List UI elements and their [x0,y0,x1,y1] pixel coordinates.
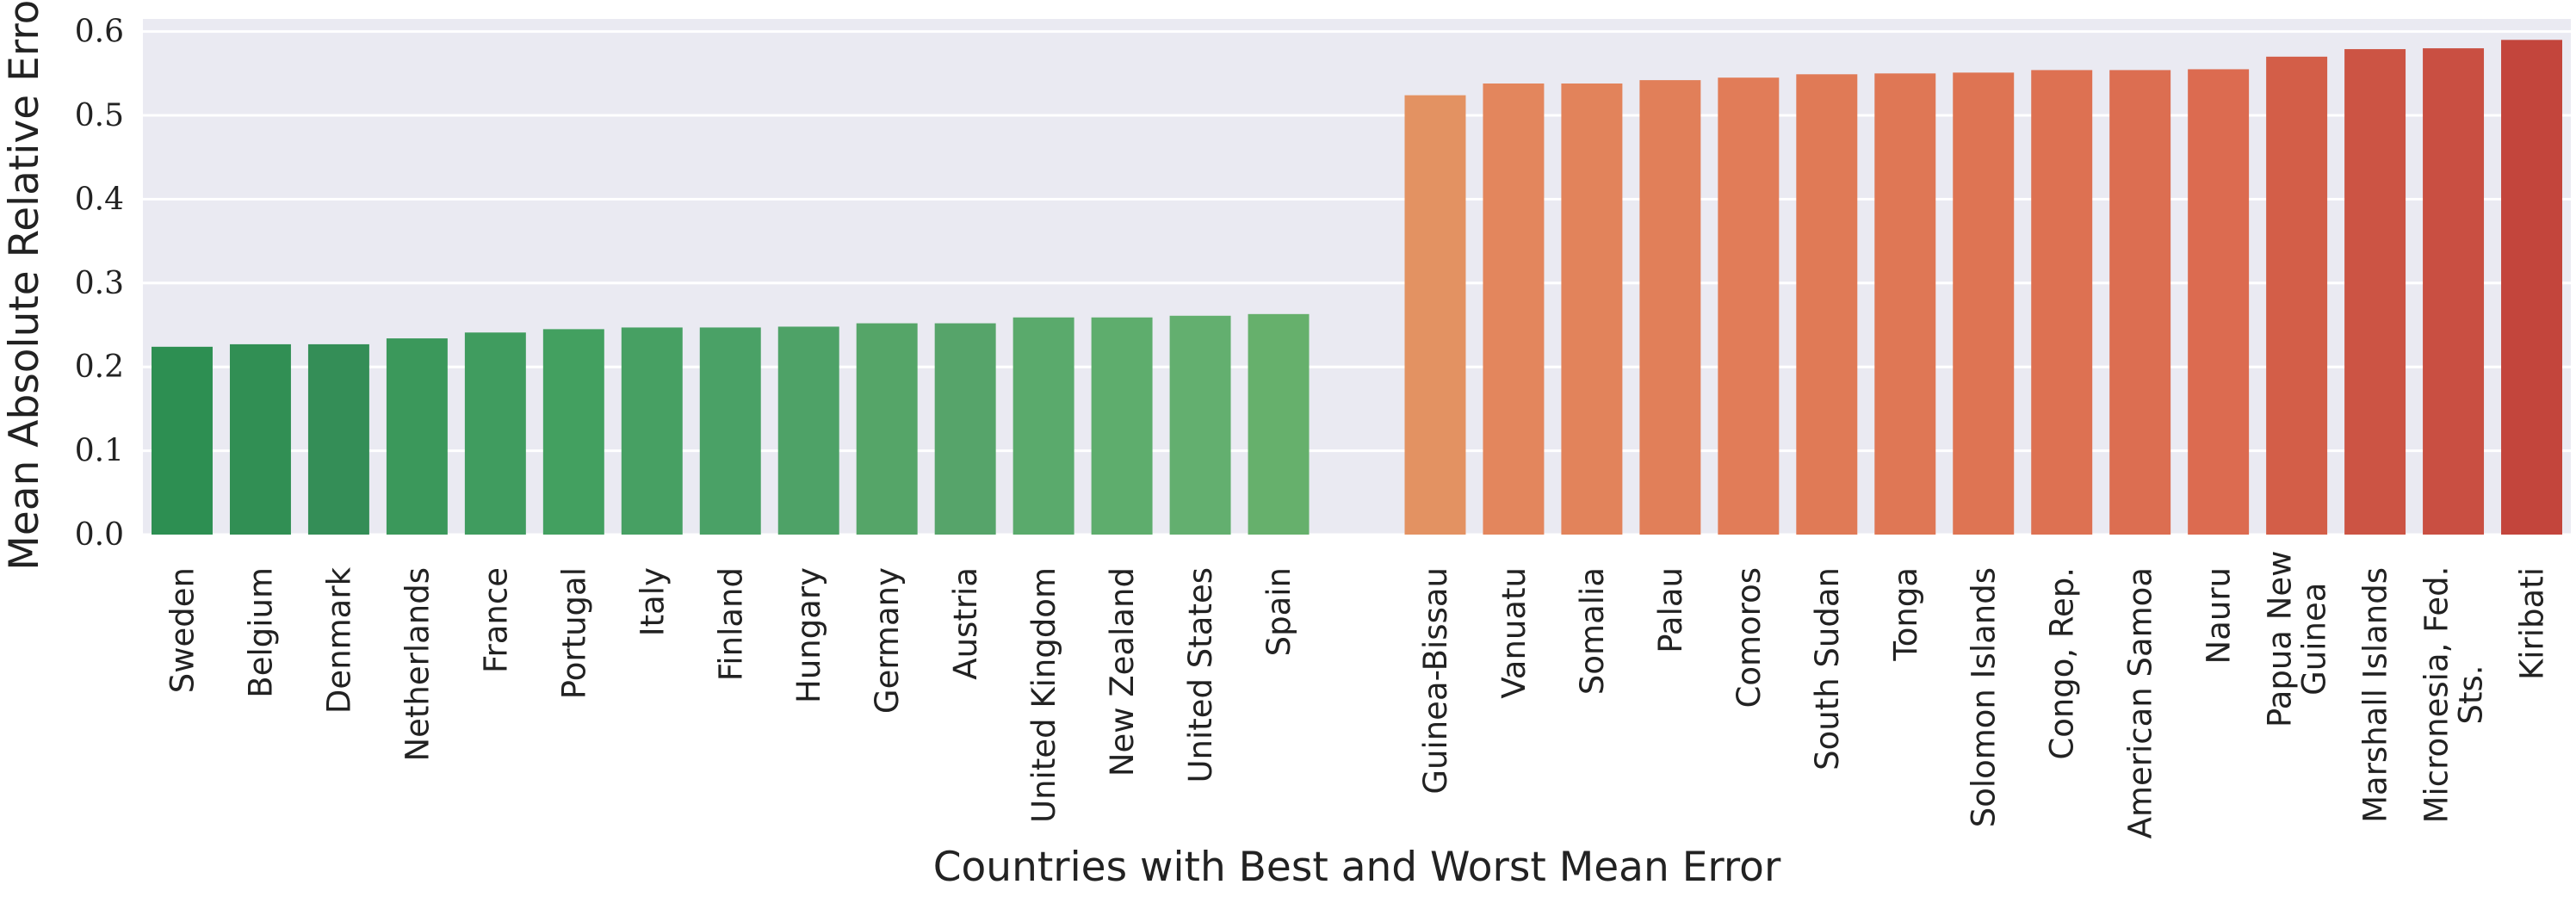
bar [2423,48,2485,535]
x-tick-label: Comoros [1731,567,1768,708]
x-tick-label: Somalia [1574,567,1611,695]
y-tick-label: 0.6 [75,15,124,50]
x-tick-label: Kiribati [2514,567,2551,680]
x-tick-label: Marshall Islands [2357,567,2394,823]
bar [1012,317,1074,535]
bar [2501,40,2562,535]
bar [1169,315,1231,535]
x-tick-label: Micronesia, Fed.Sts. [2418,566,2490,824]
bar [386,338,448,535]
x-tick-label: Hungary [790,567,827,703]
y-tick-label: 0.1 [75,434,124,469]
bar [152,346,213,535]
x-tick-label: Tonga [1887,567,1924,662]
x-tick-label: New Zealand [1104,567,1141,776]
bar [2031,70,2093,535]
bar [1953,72,2015,535]
bar [856,323,918,535]
bar [2109,70,2171,535]
x-tick-label: Spain [1260,567,1297,656]
bar [777,326,839,535]
x-tick-label: Denmark [320,566,357,714]
y-tick-label: 0.0 [75,517,124,553]
bars [152,40,2562,535]
bar [2188,69,2250,535]
x-axis-label: Countries with Best and Worst Mean Error [933,844,1781,891]
y-tick-label: 0.2 [75,350,124,385]
bar [229,343,291,535]
bar [542,329,604,535]
y-tick-label: 0.5 [75,98,124,133]
bar [1718,77,1780,535]
x-tick-label: United States [1182,567,1219,783]
x-tick-label: American Samoa [2122,567,2159,838]
x-tick-label: Vanuatu [1495,567,1533,699]
y-axis-label: Mean Absolute Relative Error [1,0,48,571]
x-tick-label: Palau [1652,567,1689,653]
x-tick-label: South Sudan [1809,567,1846,770]
x-tick-label: Congo, Rep. [2044,567,2081,760]
x-tick-label: Guinea-Bissau [1417,567,1454,795]
bar [464,332,526,535]
x-tick-label: Austria [947,567,984,680]
x-tick-label: Sweden [164,567,201,693]
bar [934,323,996,535]
x-tick-label: Finland [712,567,749,681]
y-tick-label: 0.4 [75,182,124,217]
x-tick-label: Portugal [555,567,592,699]
y-tick-labels: 0.0 0.1 0.2 0.3 0.4 0.5 0.6 [75,15,124,553]
x-tick-label: France [477,567,514,673]
bar [1404,95,1466,535]
bar [1874,73,1936,535]
bar [1639,80,1701,535]
bar [307,343,369,535]
x-tick-label: United Kingdom [1025,567,1062,823]
x-tick-label: Germany [869,567,906,714]
bar [1483,83,1545,535]
bar [2266,56,2328,535]
bar [1561,83,1623,535]
x-tick-label: Solomon Islands [1966,567,2003,827]
bar [2344,49,2406,535]
bar [699,327,761,535]
bar [1796,74,1858,535]
x-tick-label: Italy [634,567,671,636]
bar [1091,317,1153,535]
x-tick-labels: Sweden Belgium Denmark Netherlands France Por… [164,551,2550,839]
x-tick-label: Nauru [2201,567,2238,664]
y-tick-label: 0.3 [75,266,124,301]
bar [621,327,683,535]
x-tick-label: Netherlands [399,567,436,762]
bar [1248,313,1310,535]
x-tick-label: Belgium [242,567,279,698]
x-tick-label: Papua NewGuinea [2262,551,2333,727]
